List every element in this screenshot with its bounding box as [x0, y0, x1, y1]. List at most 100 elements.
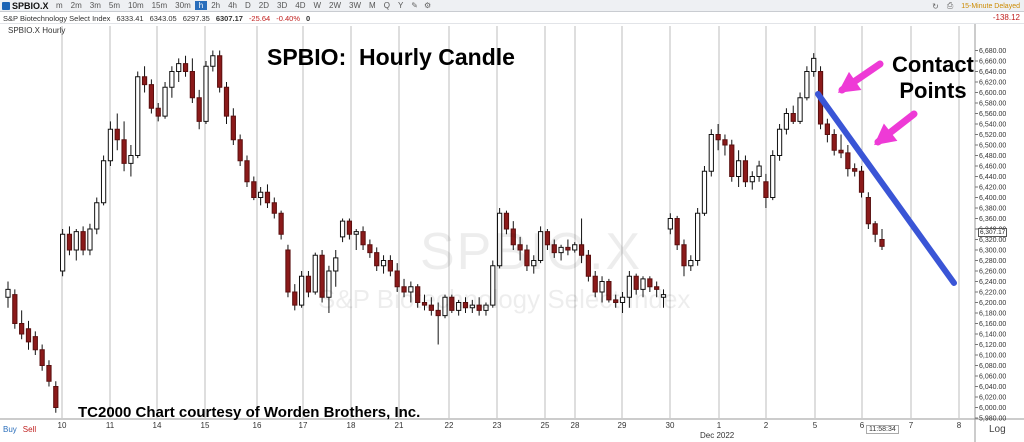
timeframe-4h[interactable]: 4h — [228, 1, 237, 10]
y-tick-label: 6,040.00 — [979, 384, 1006, 391]
annotation-text: Contact Points — [892, 52, 974, 104]
candle-down — [852, 168, 858, 172]
sell-button[interactable]: Sell — [22, 425, 37, 434]
candle-down — [80, 231, 86, 251]
candle-up — [619, 296, 626, 303]
x-tick-label: 23 — [493, 421, 502, 430]
candle-down — [46, 365, 52, 382]
timeframe-2m[interactable]: 2m — [70, 1, 82, 10]
y-tick-label: 6,520.00 — [979, 132, 1006, 139]
print-icon[interactable]: ⎙ — [946, 1, 954, 10]
timeframe-15m[interactable]: 15m — [151, 1, 168, 10]
candle-down — [565, 246, 571, 251]
timeframe-Q[interactable]: Q — [383, 1, 390, 10]
symbol-box[interactable]: SPBIO.X — [0, 1, 52, 11]
candle-down — [879, 239, 885, 247]
timeframe-3D[interactable]: 3D — [277, 1, 288, 10]
candle-down — [19, 323, 25, 335]
quote-change-pct: -0.40% — [276, 13, 300, 23]
y-tick-label: 6,680.00 — [979, 48, 1006, 55]
timeframe-bar: m 2m 3m 5m 10m 15m 30m h 2h 4h D 2D 3D 4D W 2W 3W M Q Y — [52, 1, 407, 10]
timeframe-5m[interactable]: 5m — [108, 1, 121, 10]
candle-down — [824, 123, 830, 135]
delay-label: 15-Minute Delayed — [961, 2, 1020, 10]
candle-down — [196, 97, 202, 122]
y-tick-label: 6,140.00 — [979, 332, 1006, 339]
timeframe-2D[interactable]: 2D — [258, 1, 270, 10]
candle-up — [660, 294, 667, 298]
candle-down — [217, 55, 223, 88]
y-tick-label: 6,560.00 — [979, 111, 1006, 118]
candle-down — [503, 212, 510, 230]
timeframe-2W[interactable]: 2W — [329, 1, 342, 10]
candle-down — [592, 275, 598, 293]
y-tick-label: 6,200.00 — [979, 300, 1006, 307]
y-tick-label: 6,000.00 — [979, 405, 1006, 412]
candle-up — [797, 97, 803, 122]
candle-down — [585, 254, 592, 277]
candle-down — [66, 233, 73, 251]
y-tick-label: 6,600.00 — [979, 90, 1006, 97]
annotation-line1: Contact — [892, 52, 974, 77]
x-tick-label: 8 — [957, 421, 962, 430]
y-tick-label: 6,380.00 — [979, 206, 1006, 213]
candle-down — [53, 386, 59, 408]
candle-up — [442, 296, 448, 317]
candle-down — [449, 296, 455, 311]
timeframe-D[interactable]: D — [245, 1, 251, 10]
settings-icon[interactable]: ⚙ — [424, 1, 432, 10]
sync-icon[interactable]: ↻ — [932, 1, 939, 11]
candle-down — [271, 202, 277, 214]
timeframe-3W[interactable]: 3W — [349, 1, 362, 10]
x-tick-label: 10 — [58, 421, 67, 430]
candle-up — [756, 165, 762, 177]
candle-down — [551, 244, 557, 254]
timeframe-3m[interactable]: 3m — [89, 1, 101, 10]
last-price-flag: 6,307.17 — [978, 228, 1008, 237]
timeframe-10m[interactable]: 10m — [128, 1, 144, 10]
y-tick-label: 6,080.00 — [979, 363, 1006, 370]
candle-down — [346, 220, 353, 235]
candle-down — [148, 84, 155, 109]
y-tick-label: 6,220.00 — [979, 290, 1006, 297]
change-right: -138.12 — [992, 13, 1020, 22]
y-tick-label: 6,280.00 — [979, 258, 1006, 265]
quote-last: 6307.17 — [215, 13, 243, 23]
buy-button[interactable]: Buy — [3, 425, 17, 434]
candle-down — [394, 270, 400, 288]
log-scale-toggle[interactable]: Log — [989, 424, 1006, 435]
buy-sell-bar: Buy Sell — [3, 425, 36, 434]
candle-down — [763, 181, 769, 198]
timeframe-2h[interactable]: 2h — [211, 1, 221, 10]
candle-up — [531, 260, 537, 267]
x-tick-label: 25 — [541, 421, 550, 430]
timeframe-W[interactable]: W — [313, 1, 322, 10]
candle-down — [715, 134, 721, 141]
timeframe-4D[interactable]: 4D — [295, 1, 306, 10]
candle-down — [858, 170, 865, 193]
candle-down — [462, 302, 469, 309]
candle-up — [353, 231, 359, 235]
candle-up — [599, 281, 605, 293]
timeframe-m[interactable]: m — [56, 1, 63, 10]
timeframe-h[interactable]: h — [194, 1, 208, 10]
candle-down — [674, 218, 680, 246]
candle-down — [578, 244, 585, 256]
trendline — [815, 91, 957, 286]
candle-up — [326, 270, 332, 298]
y-tick-label: 6,100.00 — [979, 353, 1006, 360]
y-tick-label: 6,180.00 — [979, 311, 1006, 318]
candle-up — [497, 212, 503, 267]
timeframe-30m[interactable]: 30m — [175, 1, 191, 10]
x-tick-label: 28 — [571, 421, 580, 430]
candle-down — [524, 249, 530, 267]
y-tick-label: 6,480.00 — [979, 153, 1006, 160]
draw-icon[interactable]: ✎ — [411, 1, 418, 10]
timeframe-M[interactable]: M — [369, 1, 376, 10]
quote-open: 6333.41 — [116, 13, 144, 23]
timeframe-Y[interactable]: Y — [397, 1, 404, 10]
candle-down — [544, 231, 551, 246]
candle-up — [708, 134, 714, 172]
candle-up — [483, 304, 489, 311]
